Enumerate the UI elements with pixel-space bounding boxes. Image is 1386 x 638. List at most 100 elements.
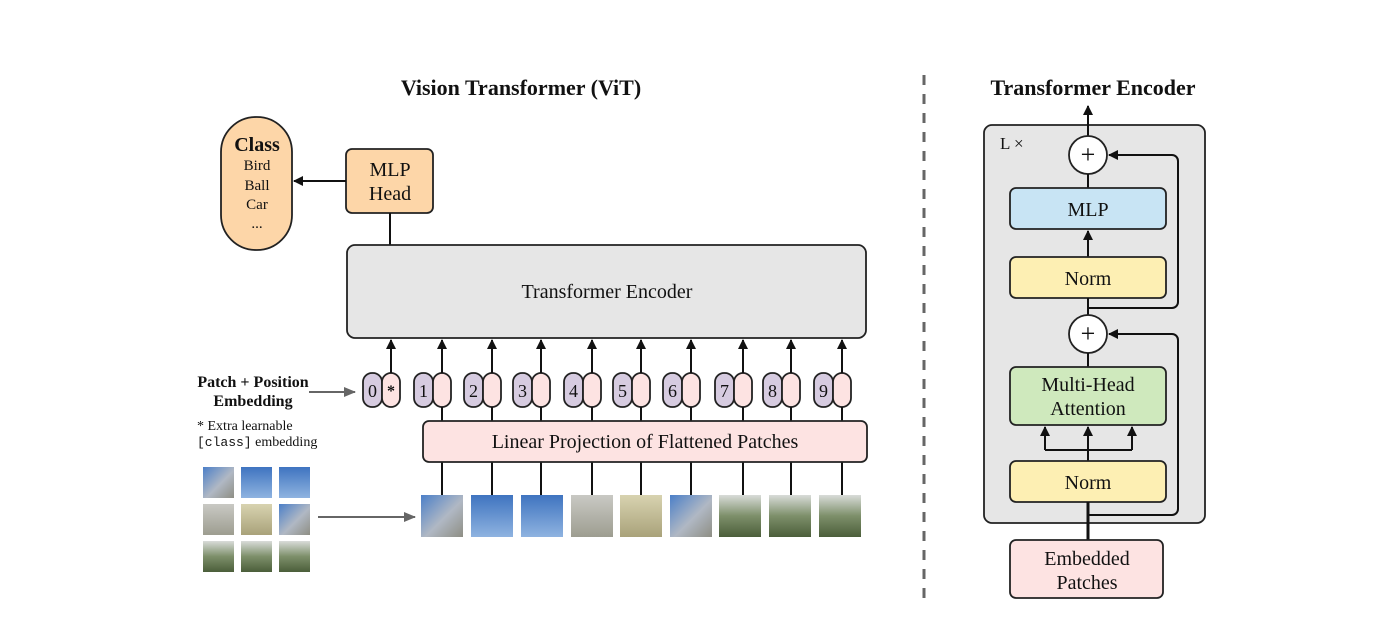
token-pair: 3	[512, 339, 551, 495]
class-item: Car	[246, 197, 268, 213]
patch-image	[421, 495, 463, 537]
attention-label: Attention	[1050, 398, 1126, 420]
grid-patch-image	[203, 541, 234, 572]
token-pair: 9	[813, 339, 852, 495]
class-item: ...	[251, 216, 262, 232]
image-patch	[471, 495, 513, 537]
residual-add-2: +	[1068, 135, 1108, 175]
position-index: 0	[368, 381, 377, 401]
embedded-patches-label: Patches	[1056, 572, 1117, 594]
plus-sign: +	[1081, 140, 1096, 169]
grid-patch-image	[241, 504, 272, 535]
transformer-encoder-label: Transformer Encoder	[522, 281, 693, 303]
patch-image	[719, 495, 761, 537]
footnote-line2: [class] embedding	[197, 435, 317, 450]
token-pair: 4	[563, 339, 602, 495]
position-index: 8	[768, 381, 777, 401]
patch-embedding	[781, 372, 801, 408]
position-index: 2	[469, 381, 478, 401]
position-index: 7	[720, 381, 729, 401]
class-output: Class Bird Ball Car ...	[220, 116, 293, 251]
patch-image	[620, 495, 662, 537]
token-pair: 0 *	[362, 339, 401, 408]
mlp-head-label: Head	[369, 183, 411, 205]
norm-label-2: Norm	[1065, 268, 1112, 290]
patch-embedding	[681, 372, 701, 408]
class-heading: Class	[234, 134, 280, 156]
residual-connection-2	[1088, 150, 1179, 309]
grid-patch-image	[203, 504, 234, 535]
image-patch	[571, 495, 613, 537]
attention-label: Multi-Head	[1041, 374, 1134, 396]
footnote-text: embedding	[252, 435, 318, 450]
patch-sequence	[421, 495, 861, 537]
position-index: 1	[419, 381, 428, 401]
image-patch	[719, 495, 761, 537]
residual-connection-1	[1088, 329, 1179, 516]
grid-patch-image	[241, 541, 272, 572]
token-pair: 2	[463, 339, 502, 495]
patch-embedding	[582, 372, 602, 408]
grid-patch-image	[279, 504, 310, 535]
image-patch-grid	[203, 467, 310, 572]
token-pair: 5	[612, 339, 651, 495]
image-patch	[421, 495, 463, 537]
encoder-title: Transformer Encoder	[990, 75, 1195, 100]
attention-box	[1009, 366, 1167, 426]
patch-embedding	[733, 372, 753, 408]
token-pair: 7	[714, 339, 753, 495]
linear-projection: Linear Projection of Flattened Patches	[422, 420, 868, 463]
patch-embedding	[531, 372, 551, 408]
token-row: 0 * 1 2 3 4 5 6 7 8 9	[362, 339, 852, 495]
patch-image	[521, 495, 563, 537]
position-index: 6	[668, 381, 677, 401]
transformer-encoder-box	[346, 244, 867, 339]
grid-patch-image	[241, 467, 272, 498]
image-patch	[521, 495, 563, 537]
class-item: Bird	[244, 158, 271, 174]
grid-patch-image	[279, 467, 310, 498]
mlp-label: MLP	[1067, 199, 1108, 221]
patch-image	[571, 495, 613, 537]
embedding-label-line: Patch + Position	[197, 374, 308, 391]
class-token-marker: *	[387, 383, 395, 400]
grid-patch-image	[279, 541, 310, 572]
position-index: 5	[618, 381, 627, 401]
patch-image	[769, 495, 811, 537]
token-pair: 1	[413, 339, 452, 495]
mlp-head: MLP Head	[345, 148, 434, 214]
norm-label-1: Norm	[1065, 472, 1112, 494]
transformer-encoder-block: Transformer Encoder	[346, 244, 867, 339]
vit-title: Vision Transformer (ViT)	[401, 75, 641, 100]
linear-projection-box	[422, 420, 868, 463]
image-patch	[819, 495, 861, 537]
class-output-box	[220, 116, 293, 251]
plus-sign: +	[1081, 319, 1096, 348]
footnote-line1: * Extra learnable	[197, 419, 293, 434]
token-pair: 6	[662, 339, 701, 495]
embedding-label: Patch + Position Embedding	[197, 374, 308, 410]
mlp-head-label: MLP	[369, 159, 410, 181]
embedding-label-line: Embedding	[213, 393, 292, 410]
token-pair: 8	[762, 339, 801, 495]
patch-embedding	[482, 372, 502, 408]
patch-embedding	[432, 372, 452, 408]
patch-embedding	[832, 372, 852, 408]
layer-repeat-label: L ×	[1000, 134, 1024, 153]
grid-patch-image	[203, 467, 234, 498]
embedded-patches-box	[1009, 539, 1164, 599]
position-index: 4	[569, 381, 578, 401]
residual-add-1: +	[1068, 314, 1108, 354]
image-patch	[670, 495, 712, 537]
embedded-patches-label: Embedded	[1044, 548, 1130, 570]
position-index: 3	[518, 381, 527, 401]
linear-projection-label: Linear Projection of Flattened Patches	[492, 431, 799, 453]
image-patch	[620, 495, 662, 537]
patch-embedding	[631, 372, 651, 408]
class-token-code: [class]	[197, 435, 252, 450]
image-patch	[769, 495, 811, 537]
patch-image	[670, 495, 712, 537]
mlp-box	[1009, 187, 1167, 230]
patch-image	[819, 495, 861, 537]
